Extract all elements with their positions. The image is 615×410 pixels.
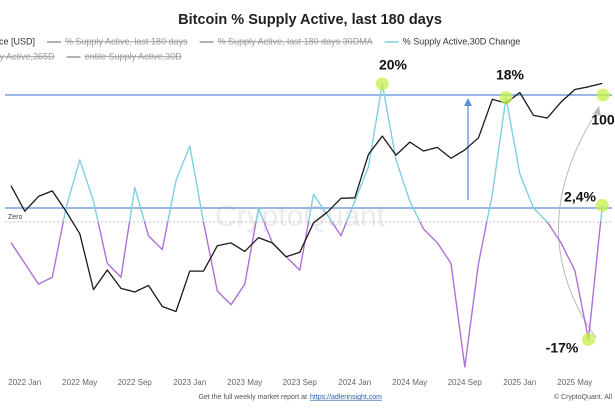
annotation: 100 — [591, 112, 615, 128]
footer-link[interactable]: https://adlerinsight.com — [310, 394, 382, 401]
series-line — [10, 83, 603, 368]
arrow-head — [593, 106, 601, 116]
highlight — [582, 332, 595, 346]
x-tick-label: 2022 Sep — [118, 378, 153, 387]
highlight — [499, 91, 513, 105]
x-tick-label: 2025 May — [557, 378, 592, 387]
x-tick-label: 2023 Sep — [283, 378, 318, 387]
x-tick-label: 2024 Jan — [338, 378, 371, 387]
legend-label: % Supply Active, last 180 days 30DMA — [218, 36, 373, 46]
highlight — [375, 77, 389, 91]
legend-label: % Supply Active, last 180 days — [65, 36, 188, 46]
x-tick-label: 2023 May — [227, 378, 262, 387]
footer-note: Get the full weekly market report at — [198, 394, 307, 401]
x-tick-label: 2024 Sep — [448, 378, 483, 387]
arrow-head — [464, 98, 472, 106]
legend-label: entile Supply Active,30D — [85, 51, 183, 61]
chart-title: Bitcoin % Supply Active, last 180 days — [178, 12, 442, 28]
watermark: CryptoQuant — [215, 200, 386, 233]
legend-label: % Supply Active,30D Change — [403, 36, 521, 46]
annotation: 2,4% — [564, 189, 596, 205]
highlight — [595, 198, 609, 212]
annotation: 18% — [496, 67, 525, 83]
x-tick-label: 2024 May — [392, 378, 427, 387]
legend-label: Price [USD] — [0, 36, 35, 46]
annotation: -17% — [546, 340, 579, 356]
series-line — [10, 82, 603, 313]
x-tick-label: 2023 Jan — [173, 378, 206, 387]
highlight — [596, 88, 610, 102]
x-tick-label: 2022 May — [62, 378, 97, 387]
x-tick-label: 2025 Jan — [503, 378, 536, 387]
copyright: © CryptoQuant. All — [554, 393, 613, 401]
legend-label: % Supply Active,365D — [0, 51, 55, 61]
annotation-curve — [558, 109, 599, 339]
zero-label: Zero — [8, 214, 23, 221]
annotation: 20% — [379, 57, 408, 73]
x-tick-label: 2022 Jan — [8, 378, 41, 387]
